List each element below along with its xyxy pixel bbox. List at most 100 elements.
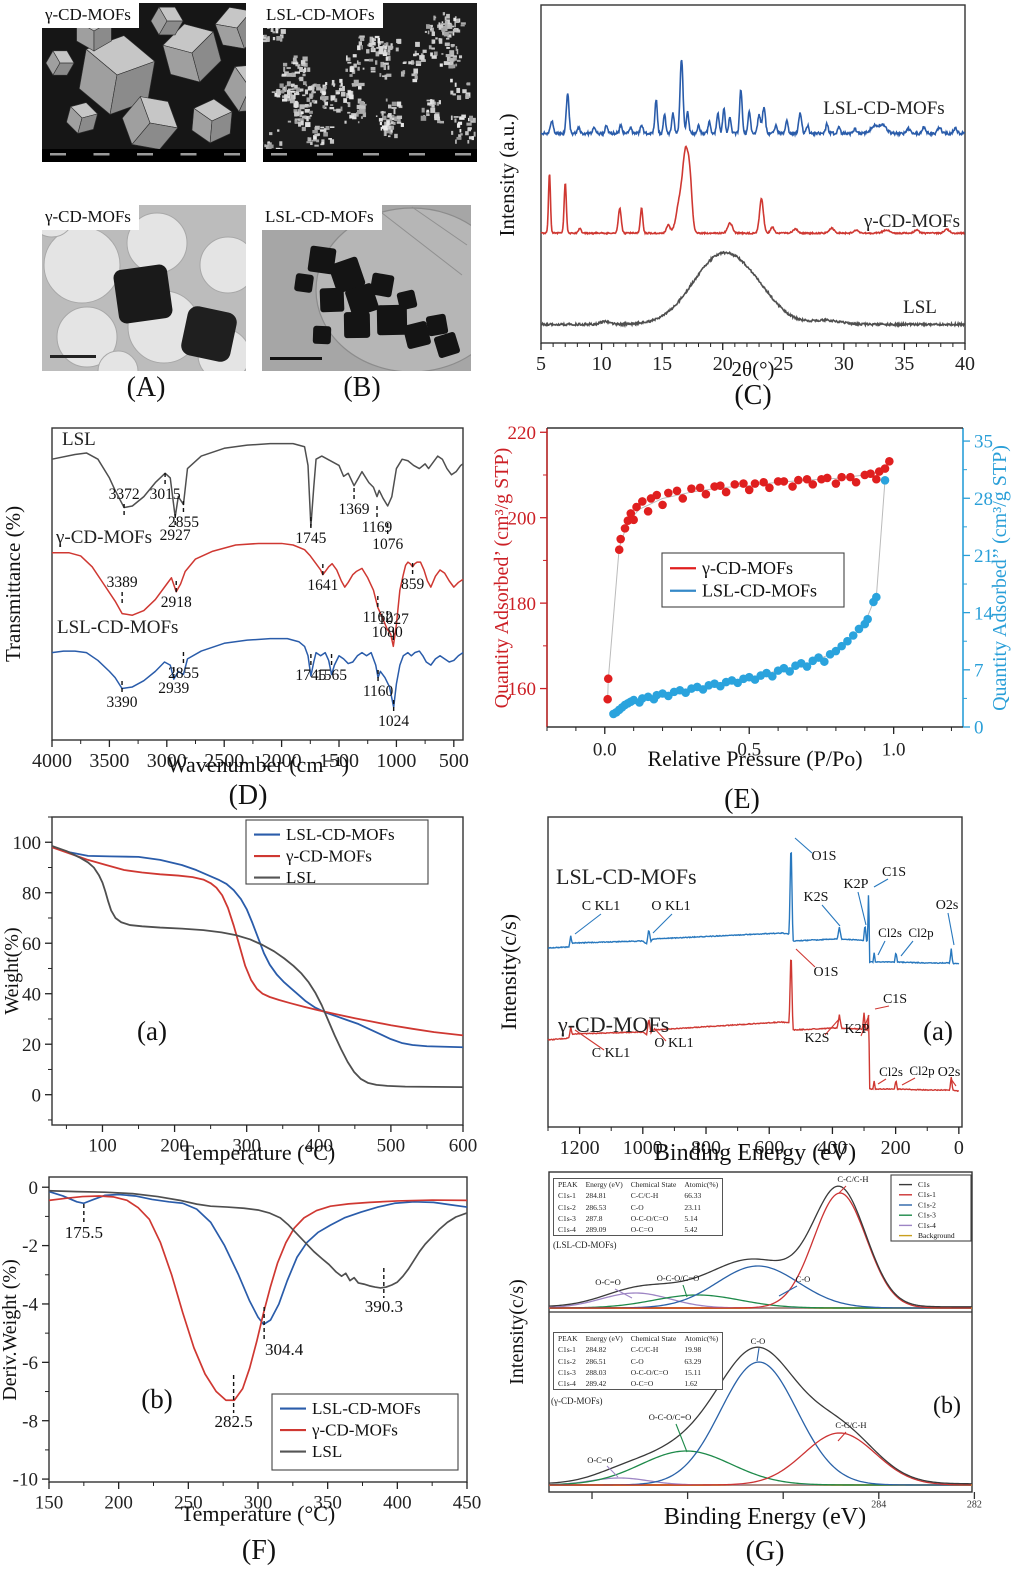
svg-text:200: 200 — [104, 1493, 133, 1514]
svg-text:800: 800 — [691, 1137, 721, 1159]
table-cell: C1s-4 — [558, 1379, 576, 1388]
svg-text:284: 284 — [871, 1500, 886, 1511]
svg-text:1080: 1080 — [372, 624, 403, 641]
svg-text:(b): (b) — [933, 1393, 961, 1419]
svg-text:859: 859 — [401, 576, 425, 593]
table-cell: 289.42 — [585, 1379, 607, 1388]
svg-text:25: 25 — [773, 353, 793, 375]
table-cell: 19.98 — [684, 1345, 702, 1355]
svg-text:γ-CD-MOFs: γ-CD-MOFs — [863, 211, 960, 232]
micrograph-label-tem-lsl: LSL-CD-MOFs — [262, 205, 382, 230]
svg-text:Wavenumber (cm⁻¹): Wavenumber (cm⁻¹) — [167, 752, 349, 777]
svg-text:2927: 2927 — [160, 527, 191, 544]
panel-letter-d: (D) — [228, 780, 268, 811]
svg-text:C1s-1: C1s-1 — [918, 1190, 936, 1199]
panel-letter-b: (B) — [343, 372, 381, 403]
svg-text:150: 150 — [35, 1493, 64, 1514]
tga-chart: 100 200 300 400 500 600 0 20 40 60 80 100 (a) Tempera… — [1, 816, 478, 1165]
svg-text:21: 21 — [974, 546, 993, 567]
table-row: C1s-2 286.53 C-O 23.11 — [554, 1202, 723, 1213]
svg-text:20: 20 — [713, 353, 733, 375]
svg-text:2855: 2855 — [168, 665, 199, 682]
panel-letter-a: (A) — [126, 372, 166, 403]
table-row: C1s-1 284.82 C-C/C-H 19.98 — [554, 1344, 723, 1355]
svg-text:400: 400 — [305, 1136, 334, 1157]
table-row: C1s-4 289.42 O-C=O 1.62 — [554, 1378, 723, 1390]
sem-gamma-image — [42, 3, 246, 162]
svg-text:1.0: 1.0 — [882, 740, 906, 761]
svg-text:600: 600 — [449, 1136, 478, 1157]
sem-lsl-image — [263, 3, 477, 162]
svg-text:390.3: 390.3 — [365, 1297, 403, 1316]
svg-text:LSL: LSL — [903, 297, 937, 318]
svg-text:600: 600 — [754, 1137, 784, 1159]
svg-text:C KL1: C KL1 — [592, 1046, 631, 1061]
table-cell: C1s-4 — [558, 1225, 576, 1234]
svg-text:1024: 1024 — [378, 713, 409, 730]
svg-text:O KL1: O KL1 — [654, 1036, 693, 1051]
xps-c1s-caption-gamma: (γ-CD-MOFs) — [551, 1396, 603, 1406]
svg-text:C1s: C1s — [918, 1180, 930, 1189]
svg-text:O-C=O: O-C=O — [587, 1455, 613, 1465]
svg-text:C-C/C-H: C-C/C-H — [835, 1420, 866, 1430]
xps-c1s-table-gamma-cd-mofs: PEAK Energy (eV) Chemical State Atomic(%) C1… — [553, 1332, 724, 1391]
svg-text:0: 0 — [974, 718, 984, 739]
panel-letter-f: (F) — [241, 1535, 277, 1566]
svg-text:C-O: C-O — [751, 1336, 766, 1346]
svg-text:400: 400 — [817, 1137, 847, 1159]
svg-text:Binding Energy (eV): Binding Energy (eV) — [664, 1504, 866, 1530]
svg-text:2000: 2000 — [262, 750, 302, 772]
svg-text:LSL-CD-MOFs: LSL-CD-MOFs — [286, 825, 395, 844]
svg-text:1169: 1169 — [362, 519, 393, 536]
svg-text:35: 35 — [974, 432, 993, 453]
svg-text:2939: 2939 — [158, 680, 189, 697]
svg-text:500: 500 — [439, 750, 469, 772]
table-cell: 287.8 — [585, 1213, 603, 1223]
svg-text:4000: 4000 — [32, 750, 72, 772]
svg-text:Background: Background — [918, 1231, 955, 1240]
table-cell: 1.62 — [684, 1379, 698, 1388]
table-cell: C1s-3 — [558, 1213, 576, 1223]
panel-letter-c: (C) — [734, 380, 772, 411]
svg-text:1027: 1027 — [378, 611, 409, 628]
svg-text:400: 400 — [383, 1493, 412, 1514]
svg-text:C1S: C1S — [883, 992, 907, 1007]
svg-text:Intensity (a.u.): Intensity (a.u.) — [495, 113, 519, 236]
svg-text:300: 300 — [244, 1493, 273, 1514]
svg-text:(a): (a) — [923, 1016, 953, 1046]
table-row: C1s-4 289.09 O-C=O 5.42 — [554, 1224, 723, 1236]
svg-text:-2: -2 — [22, 1236, 38, 1257]
svg-text:500: 500 — [377, 1136, 406, 1157]
table-cell: O-C=O — [630, 1379, 654, 1388]
svg-text:1160: 1160 — [363, 683, 394, 700]
table-cell: 289.09 — [585, 1225, 607, 1234]
svg-text:O1S: O1S — [814, 965, 839, 980]
svg-text:Binding Energy (eV): Binding Energy (eV) — [654, 1140, 856, 1166]
svg-text:200: 200 — [881, 1137, 911, 1159]
micrograph-label-tem-gamma: γ-CD-MOFs — [42, 205, 139, 230]
panel-letter-e: (E) — [724, 784, 760, 815]
svg-text:O-C-O/C=O: O-C-O/C=O — [657, 1273, 700, 1283]
svg-text:-4: -4 — [22, 1295, 38, 1316]
svg-text:0.0: 0.0 — [593, 740, 617, 761]
svg-text:Deriv.Weight (%): Deriv.Weight (%) — [0, 1259, 21, 1400]
svg-text:3500: 3500 — [89, 750, 129, 772]
table-cell: 286.51 — [585, 1356, 607, 1366]
svg-text:300: 300 — [232, 1136, 261, 1157]
xps-c1s-table: PEAK Energy (eV) Chemical State Atomic(%) C1… — [553, 1178, 724, 1237]
svg-text:Cl2s: Cl2s — [878, 925, 902, 940]
table-header-cell: Energy (eV) — [585, 1180, 623, 1189]
svg-text:80: 80 — [22, 883, 41, 904]
svg-text:O KL1: O KL1 — [651, 899, 690, 914]
svg-text:1745: 1745 — [295, 667, 326, 684]
svg-text:1500: 1500 — [319, 750, 359, 772]
svg-text:Cl2p: Cl2p — [909, 1063, 934, 1078]
micrograph-tem-gamma: γ-CD-MOFs — [42, 205, 246, 371]
svg-text:Intensity(c/s): Intensity(c/s) — [496, 914, 521, 1030]
svg-text:0: 0 — [32, 1085, 42, 1106]
table-row: C1s-3 288.03 O-C-O/C=O 15.11 — [554, 1367, 723, 1378]
svg-text:40: 40 — [22, 984, 41, 1005]
table-cell: C-C/C-H — [630, 1191, 659, 1201]
svg-text:C1s-3: C1s-3 — [918, 1211, 936, 1220]
